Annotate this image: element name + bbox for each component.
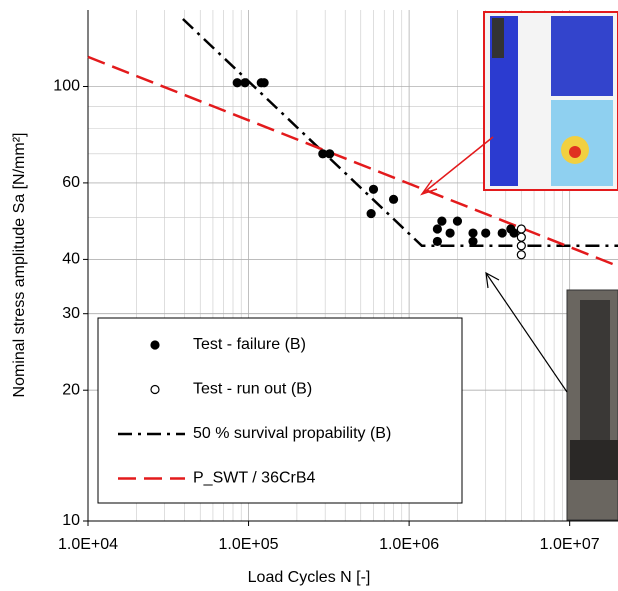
data-point [452, 216, 463, 226]
data-point [366, 208, 376, 219]
arrow [485, 272, 568, 393]
data-point [516, 241, 526, 251]
legend-label: Test - run out (B) [193, 381, 312, 398]
y-tick-label: 30 [62, 305, 80, 322]
data-point [481, 228, 491, 238]
series-line [182, 18, 618, 248]
y-tick-label: 20 [62, 381, 80, 398]
x-tick-label: 1.0E+07 [540, 536, 600, 553]
data-point [432, 236, 442, 247]
legend: Test - failure (B) Test - run out (B) 50 %… [97, 317, 463, 504]
data-point [468, 236, 478, 247]
data-point [325, 149, 335, 159]
arrow [421, 136, 494, 195]
data-point [388, 194, 399, 204]
data-point [468, 228, 478, 238]
legend-label: P_SWT / 36CrB4 [193, 470, 316, 487]
data-point [516, 224, 526, 234]
x-tick-label: 1.0E+06 [379, 536, 439, 553]
arrow-head [485, 271, 500, 289]
y-tick-label: 40 [62, 251, 80, 268]
y-tick-label: 10 [62, 512, 80, 529]
data-point [509, 228, 519, 238]
x-tick-label: 1.0E+04 [58, 536, 118, 553]
y-axis-title: Nominal stress amplitude Sa [N/mm²] [11, 133, 28, 398]
data-point [432, 224, 442, 234]
legend-box [97, 317, 463, 504]
x-axis-title: Load Cycles N [-] [248, 569, 371, 586]
data-point [516, 232, 526, 242]
x-tick-label: 1.0E+05 [219, 536, 279, 553]
inset-photo [566, 289, 618, 521]
data-point [437, 216, 447, 226]
legend-label: Test - failure (B) [193, 336, 306, 353]
legend-label: 50 % survival propability (B) [193, 425, 391, 442]
data-point [259, 78, 269, 88]
data-point [368, 184, 379, 194]
data-point [497, 228, 507, 238]
legend-symbol [150, 384, 160, 395]
data-point [516, 250, 526, 260]
inset-fem [483, 11, 618, 191]
data-point [232, 78, 242, 88]
legend-symbol [150, 340, 160, 350]
data-point [445, 228, 455, 238]
data-point [240, 78, 250, 88]
series-line [87, 55, 618, 268]
y-tick-label: 60 [62, 174, 80, 191]
y-tick-label: 100 [53, 78, 80, 95]
arrow-head [420, 179, 438, 196]
